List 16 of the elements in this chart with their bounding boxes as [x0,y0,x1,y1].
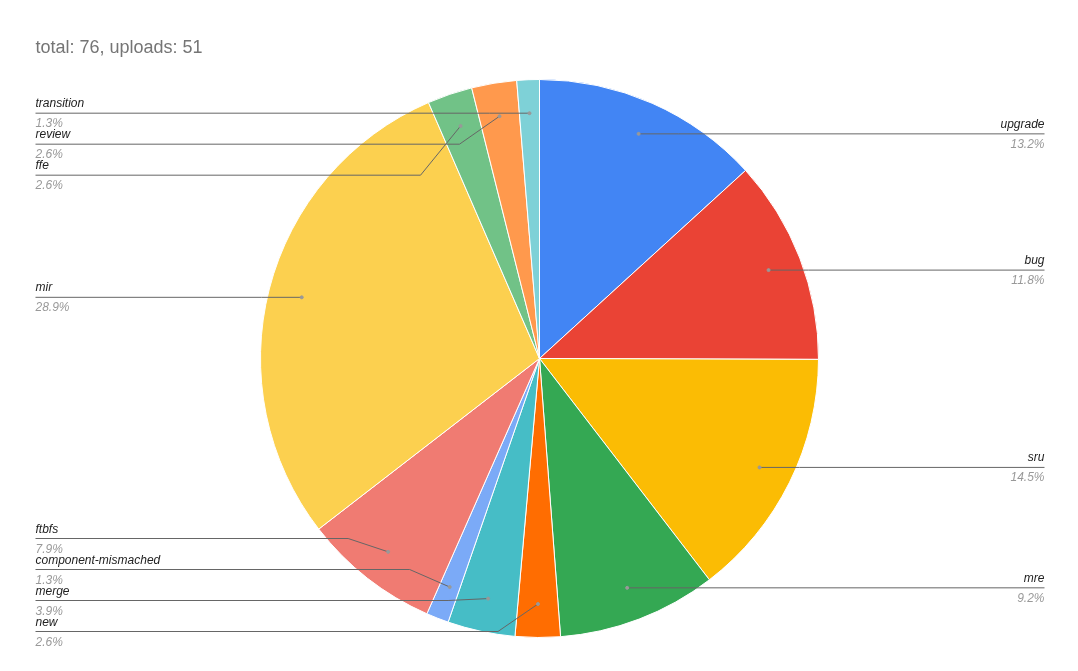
data-label: 11.8% [1011,273,1045,288]
slice-label: ffe [35,158,50,173]
data-label: 2.6% [34,634,64,649]
data-label: 14.5% [1010,470,1045,485]
slice-label: ftbfs [35,521,59,536]
data-label: 2.6% [34,178,64,193]
data-label: 13.2% [1010,136,1045,151]
slice-label: sru [1027,450,1045,465]
data-label: 9.2% [1017,590,1045,605]
data-label: 28.9% [34,300,70,315]
slice-label: transition [35,96,85,111]
slice-label: bug [1024,253,1045,268]
slice-label: mir [35,280,54,295]
slice-label: upgrade [1000,116,1045,131]
chart-title: total: 76, uploads: 51 [35,36,203,57]
slice-label: mre [1023,570,1045,585]
